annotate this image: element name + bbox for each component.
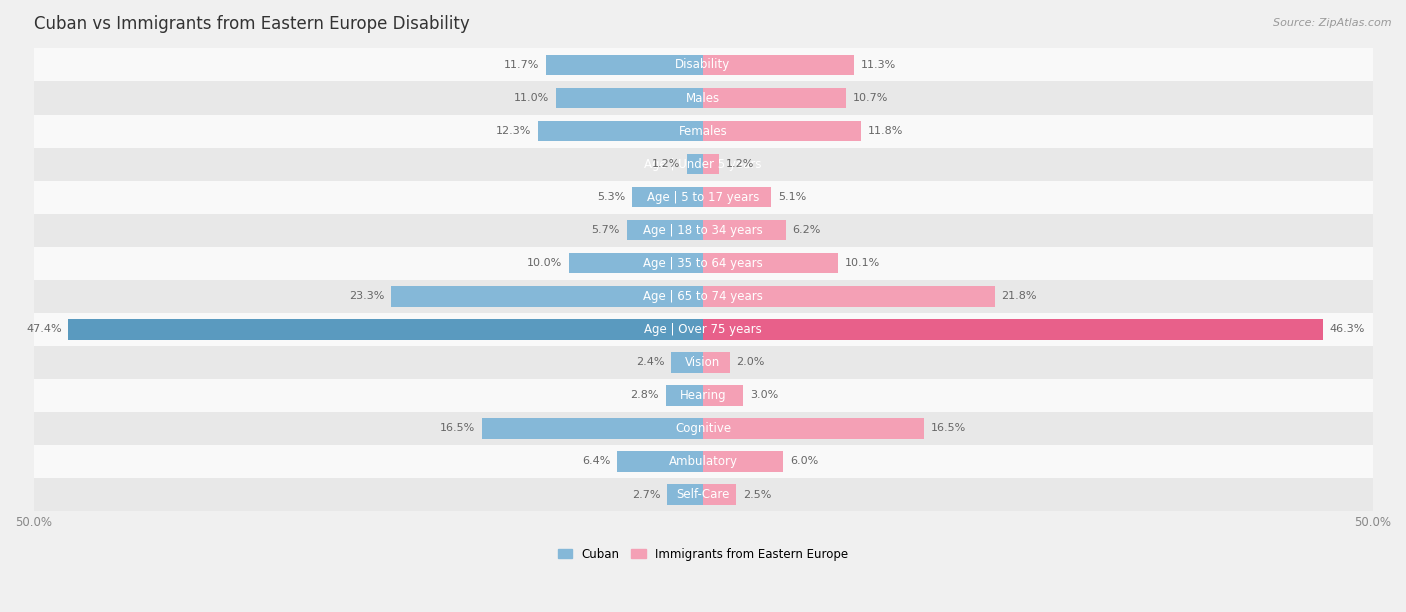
Bar (34, 346, 1372, 379)
Text: Females: Females (679, 125, 727, 138)
Text: 2.7%: 2.7% (631, 490, 661, 499)
Text: 6.0%: 6.0% (790, 457, 818, 466)
Bar (617, 451, 703, 472)
Text: 23.3%: 23.3% (349, 291, 384, 301)
Bar (671, 352, 703, 373)
Bar (34, 313, 1372, 346)
Bar (703, 451, 783, 472)
Text: 2.0%: 2.0% (737, 357, 765, 367)
Bar (538, 121, 703, 141)
Bar (34, 280, 1372, 313)
Bar (34, 478, 1372, 511)
Bar (391, 286, 703, 307)
Text: Disability: Disability (675, 59, 731, 72)
Text: 21.8%: 21.8% (1001, 291, 1038, 301)
Bar (703, 187, 772, 207)
Text: Cuban vs Immigrants from Eastern Europe Disability: Cuban vs Immigrants from Eastern Europe … (34, 15, 470, 33)
Bar (34, 445, 1372, 478)
Bar (665, 385, 703, 406)
Text: 5.7%: 5.7% (592, 225, 620, 235)
Text: 11.0%: 11.0% (513, 93, 548, 103)
Bar (703, 352, 730, 373)
Text: Self-Care: Self-Care (676, 488, 730, 501)
Text: Ambulatory: Ambulatory (668, 455, 738, 468)
Bar (547, 54, 703, 75)
Bar (34, 379, 1372, 412)
Text: 12.3%: 12.3% (496, 126, 531, 136)
Bar (703, 253, 838, 274)
Bar (703, 385, 744, 406)
Text: 1.2%: 1.2% (725, 159, 754, 169)
Bar (34, 214, 1372, 247)
Bar (34, 81, 1372, 114)
Text: 16.5%: 16.5% (440, 424, 475, 433)
Bar (482, 418, 703, 439)
Bar (627, 220, 703, 241)
Bar (703, 286, 995, 307)
Text: 47.4%: 47.4% (25, 324, 62, 334)
Bar (703, 54, 855, 75)
Text: 10.1%: 10.1% (845, 258, 880, 268)
Legend: Cuban, Immigrants from Eastern Europe: Cuban, Immigrants from Eastern Europe (553, 543, 853, 565)
Bar (703, 88, 846, 108)
Bar (34, 48, 1372, 81)
Text: 2.4%: 2.4% (636, 357, 664, 367)
Bar (688, 154, 703, 174)
Bar (34, 181, 1372, 214)
Text: Age | Under 5 years: Age | Under 5 years (644, 158, 762, 171)
Bar (34, 247, 1372, 280)
Text: Age | 35 to 64 years: Age | 35 to 64 years (643, 256, 763, 270)
Bar (569, 253, 703, 274)
Text: 6.2%: 6.2% (793, 225, 821, 235)
Bar (69, 319, 703, 340)
Text: Age | 5 to 17 years: Age | 5 to 17 years (647, 190, 759, 204)
Text: Age | 18 to 34 years: Age | 18 to 34 years (643, 223, 763, 237)
Text: 11.8%: 11.8% (868, 126, 903, 136)
Bar (703, 418, 924, 439)
Text: Vision: Vision (685, 356, 721, 369)
Text: 1.2%: 1.2% (652, 159, 681, 169)
Text: 3.0%: 3.0% (749, 390, 778, 400)
Bar (666, 484, 703, 505)
Bar (34, 147, 1372, 181)
Bar (703, 220, 786, 241)
Bar (34, 114, 1372, 147)
Bar (703, 154, 718, 174)
Text: Source: ZipAtlas.com: Source: ZipAtlas.com (1274, 18, 1392, 28)
Text: 11.3%: 11.3% (860, 60, 896, 70)
Text: 16.5%: 16.5% (931, 424, 966, 433)
Text: 10.0%: 10.0% (527, 258, 562, 268)
Bar (555, 88, 703, 108)
Bar (703, 484, 737, 505)
Text: Males: Males (686, 92, 720, 105)
Text: 46.3%: 46.3% (1330, 324, 1365, 334)
Bar (703, 121, 860, 141)
Text: 6.4%: 6.4% (582, 457, 610, 466)
Text: Hearing: Hearing (679, 389, 727, 402)
Text: Age | Over 75 years: Age | Over 75 years (644, 323, 762, 336)
Text: Age | 65 to 74 years: Age | 65 to 74 years (643, 289, 763, 303)
Text: 2.8%: 2.8% (630, 390, 659, 400)
Text: 10.7%: 10.7% (853, 93, 889, 103)
Bar (34, 412, 1372, 445)
Text: Cognitive: Cognitive (675, 422, 731, 435)
Text: 11.7%: 11.7% (505, 60, 540, 70)
Text: 2.5%: 2.5% (744, 490, 772, 499)
Bar (703, 319, 1323, 340)
Bar (633, 187, 703, 207)
Text: 5.1%: 5.1% (778, 192, 806, 202)
Text: 5.3%: 5.3% (598, 192, 626, 202)
